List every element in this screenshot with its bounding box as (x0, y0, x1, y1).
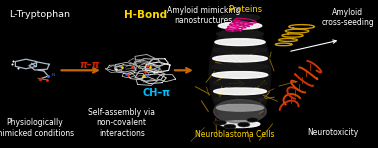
Ellipse shape (220, 14, 260, 21)
Circle shape (238, 122, 250, 127)
Circle shape (214, 120, 226, 125)
Text: Self-assembly via
non-covalent
interactions: Self-assembly via non-covalent interacti… (88, 108, 155, 138)
Ellipse shape (213, 80, 267, 87)
Text: L-Tryptophan: L-Tryptophan (9, 10, 70, 19)
Ellipse shape (209, 21, 271, 127)
Text: H-Bond: H-Bond (124, 10, 167, 20)
Ellipse shape (218, 22, 262, 29)
Text: Neuroblastoma Cells: Neuroblastoma Cells (195, 130, 274, 139)
Ellipse shape (215, 39, 265, 46)
Ellipse shape (214, 100, 266, 123)
Text: Physiologically
mimicked conditions: Physiologically mimicked conditions (0, 118, 74, 138)
Ellipse shape (217, 104, 263, 111)
Ellipse shape (215, 96, 265, 103)
Ellipse shape (212, 63, 268, 70)
Text: N: N (51, 73, 54, 77)
Ellipse shape (217, 30, 263, 37)
Ellipse shape (218, 112, 262, 119)
Ellipse shape (214, 47, 266, 54)
Circle shape (247, 118, 258, 122)
Text: π–π: π–π (80, 60, 100, 70)
Ellipse shape (214, 88, 266, 95)
Ellipse shape (213, 55, 267, 62)
Ellipse shape (212, 71, 268, 78)
Text: Amyloid
cross-seeding: Amyloid cross-seeding (321, 8, 374, 28)
Text: Proteins: Proteins (228, 5, 262, 14)
Text: Amyloid mimicking
nanostructures: Amyloid mimicking nanostructures (167, 6, 240, 25)
Text: CH–π: CH–π (143, 88, 171, 98)
Text: Neurotoxicity: Neurotoxicity (307, 128, 358, 137)
Circle shape (224, 124, 236, 129)
Ellipse shape (220, 121, 260, 128)
